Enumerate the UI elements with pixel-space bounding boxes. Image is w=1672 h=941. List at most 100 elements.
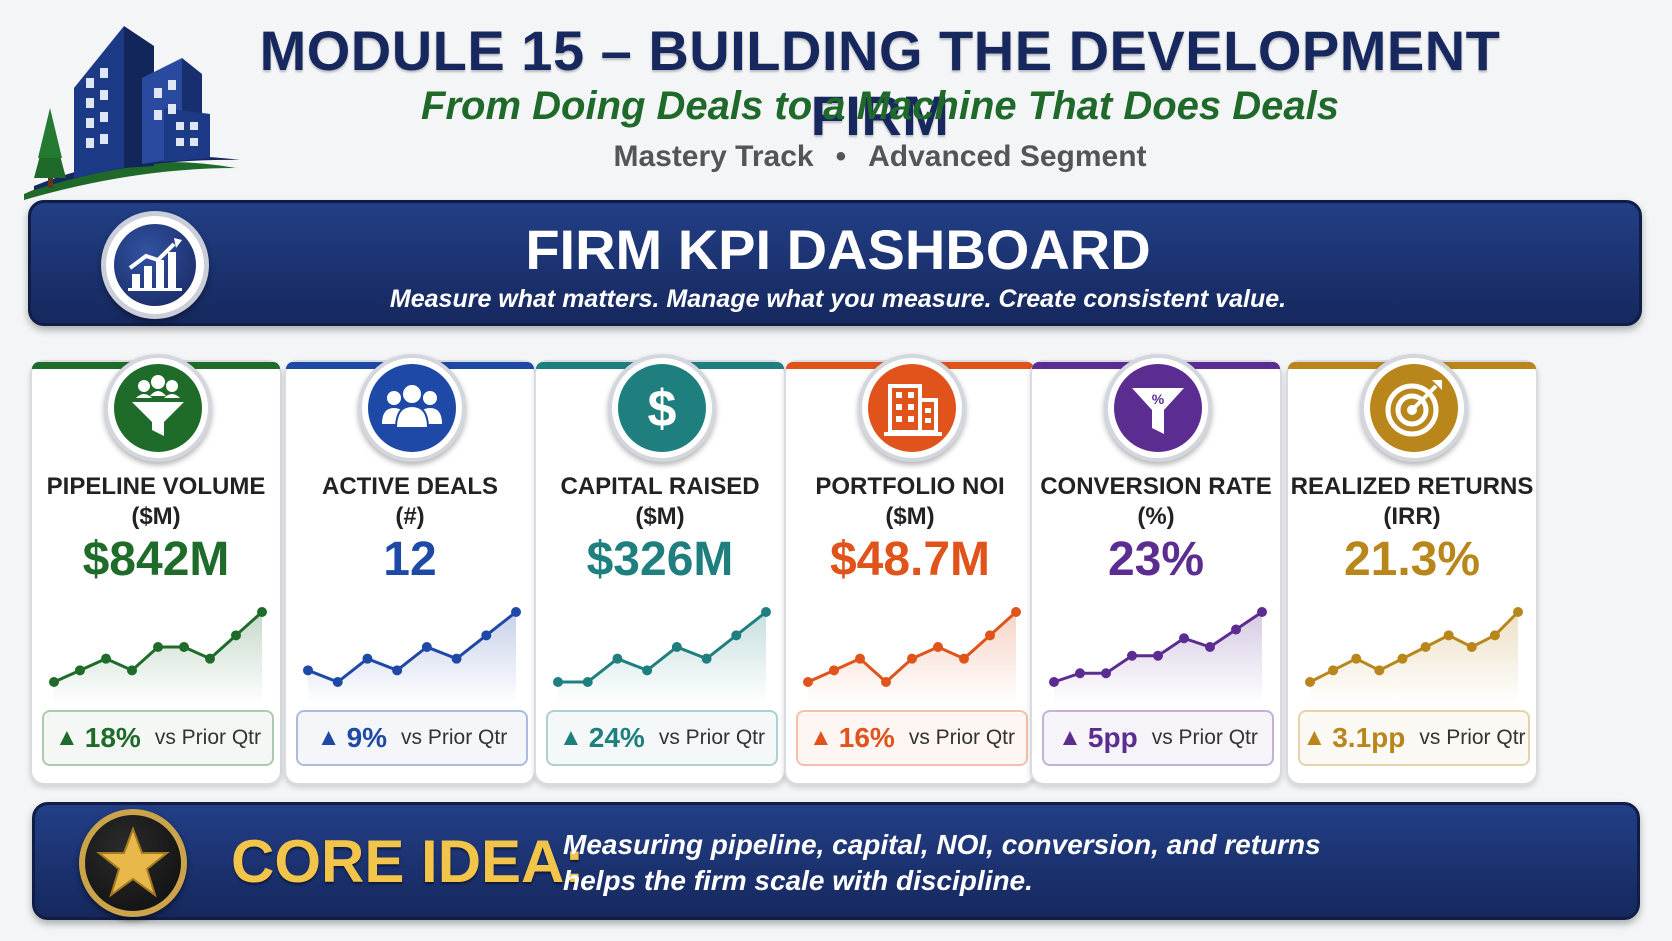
kpi-dashboard-banner: FIRM KPI DASHBOARD Measure what matters.…	[28, 200, 1642, 326]
sparkline-point	[511, 607, 521, 617]
sparkline-point	[451, 653, 462, 664]
kpi-sparkline	[553, 607, 771, 704]
kpi-label-line1: PORTFOLIO NOI	[815, 473, 1005, 500]
sparkline-area	[558, 612, 766, 704]
sparkline-point	[907, 653, 917, 664]
sparkline-point	[75, 665, 85, 676]
sparkline-point	[101, 653, 111, 664]
sparkline-point	[1489, 630, 1500, 641]
sparkline-point	[881, 677, 891, 687]
kpi-delta-badge: ▲ 16% vs Prior Qtr	[796, 710, 1028, 766]
kpi-value: 21.3%	[1343, 533, 1481, 586]
kpi-delta-suffix: vs Prior Qtr	[1151, 726, 1258, 749]
kpi-delta-badge: ▲ 3.1pp vs Prior Qtr	[1298, 710, 1530, 766]
track-line: Mastery Track • Advanced Segment	[240, 140, 1520, 174]
sparkline-area	[308, 612, 516, 704]
page-title: MODULE 15 – BUILDING THE DEVELOPMENT FIR…	[259, 19, 1501, 147]
sparkline-point	[1351, 653, 1362, 664]
sparkline-point	[332, 677, 343, 687]
sparkline-point	[1011, 607, 1021, 617]
kpi-sparkline	[303, 607, 521, 704]
sparkline-point	[205, 653, 215, 664]
star-icon	[79, 809, 187, 917]
kpi-label-line1: CAPITAL RAISED	[560, 473, 760, 500]
sparkline-point	[1257, 607, 1267, 617]
kpi-label-line2: (IRR)	[1383, 503, 1441, 530]
sparkline-point	[362, 653, 373, 664]
sparkline-point	[179, 642, 189, 652]
sparkline-point	[1397, 653, 1408, 664]
kpi-label: ACTIVE DEALS (#)	[286, 472, 534, 532]
kpi-value: $842M	[82, 533, 230, 586]
sparkline-point	[553, 677, 563, 687]
kpi-value: $326M	[586, 533, 734, 586]
kpi-sparkline	[803, 607, 1021, 704]
kpi-label: PIPELINE VOLUME ($M)	[32, 472, 280, 532]
trend-up-icon: ▲	[316, 724, 341, 751]
dollar-icon: $	[608, 354, 716, 462]
kpi-delta-suffix: vs Prior Qtr	[401, 726, 508, 749]
sparkline-point	[231, 630, 241, 641]
kpi-label-line1: REALIZED RETURNS	[1290, 473, 1534, 500]
trend-up-icon: ▲	[809, 724, 833, 751]
sparkline-point	[1513, 607, 1523, 617]
kpi-delta-suffix: vs Prior Qtr	[908, 726, 1015, 749]
sparkline-point	[1101, 668, 1111, 679]
kpi-card-portfolio-noi: PORTFOLIO NOI ($M) $48.7M ▲ 16% vs Prior…	[784, 354, 1036, 785]
separator-dot: •	[835, 140, 847, 173]
kpi-card-conversion-rate: % CONVERSION RATE (%) 23% ▲ 5pp vs Prior…	[1030, 354, 1282, 785]
kpi-sparkline	[1049, 607, 1267, 704]
page-subtitle: From Doing Deals to a Machine That Does …	[421, 84, 1339, 128]
kpi-label-line2: ($M)	[131, 503, 181, 530]
growth-chart-icon	[101, 211, 209, 319]
kpi-sparkline	[1305, 607, 1523, 704]
kpi-delta-value: 9%	[346, 722, 388, 753]
sparkline-point	[1466, 642, 1477, 652]
sparkline-line	[1309, 610, 1520, 684]
svg-text:$: $	[648, 380, 677, 438]
sparkline-point	[582, 677, 593, 687]
kpi-card-realized-returns: REALIZED RETURNS (IRR) 21.3% ▲ 3.1pp vs …	[1286, 354, 1538, 785]
svg-text:%: %	[1152, 391, 1165, 407]
kpi-label-line2: (%)	[1137, 503, 1175, 530]
sparkline-point	[303, 665, 313, 676]
sparkline-point	[761, 607, 771, 617]
kpi-delta-badge: ▲ 5pp vs Prior Qtr	[1042, 710, 1274, 766]
sparkline-area	[54, 612, 262, 704]
trend-up-icon: ▲	[55, 724, 79, 751]
sparkline-point	[731, 630, 742, 641]
core-idea-line1: Measuring pipeline, capital, NOI, conver…	[563, 829, 1321, 860]
sparkline-point	[257, 607, 267, 617]
kpi-value: 12	[383, 533, 437, 586]
sparkline-point	[701, 653, 712, 664]
core-idea-banner: CORE IDEA: Measuring pipeline, capital, …	[32, 802, 1640, 920]
sparkline-point	[421, 642, 432, 652]
sparkline-point	[642, 665, 653, 676]
kpi-label-line1: PIPELINE VOLUME	[46, 473, 266, 500]
sparkline-point	[1179, 633, 1189, 644]
kpi-label-line1: CONVERSION RATE	[1040, 473, 1272, 500]
sparkline-point	[671, 642, 682, 652]
kpi-delta-suffix: vs Prior Qtr	[1419, 726, 1526, 749]
core-idea-line2: helps the firm scale with discipline.	[563, 865, 1033, 896]
sparkline-point	[985, 630, 995, 641]
kpi-value: $48.7M	[829, 533, 991, 586]
sparkline-point	[1075, 668, 1085, 679]
sparkline-point	[855, 653, 865, 664]
sparkline-point	[49, 677, 59, 687]
kpi-delta-badge: ▲ 18% vs Prior Qtr	[42, 710, 274, 766]
kpi-label-line2: ($M)	[885, 503, 935, 530]
sparkline-point	[481, 630, 492, 641]
kpi-delta-badge: ▲ 24% vs Prior Qtr	[546, 710, 778, 766]
sparkline-point	[803, 677, 813, 687]
sparkline-point	[612, 653, 623, 664]
team-icon	[358, 354, 466, 462]
banner-tagline: Measure what matters. Manage what you me…	[389, 285, 1287, 313]
kpi-label: CAPITAL RAISED ($M)	[536, 472, 784, 532]
kpi-label-line2: ($M)	[635, 503, 685, 530]
kpi-card-capital-raised: $ CAPITAL RAISED ($M) $326M ▲ 24% vs Pri…	[534, 354, 786, 785]
kpi-sparkline	[49, 607, 267, 704]
sparkline-point	[933, 642, 943, 652]
sparkline-point	[127, 665, 137, 676]
